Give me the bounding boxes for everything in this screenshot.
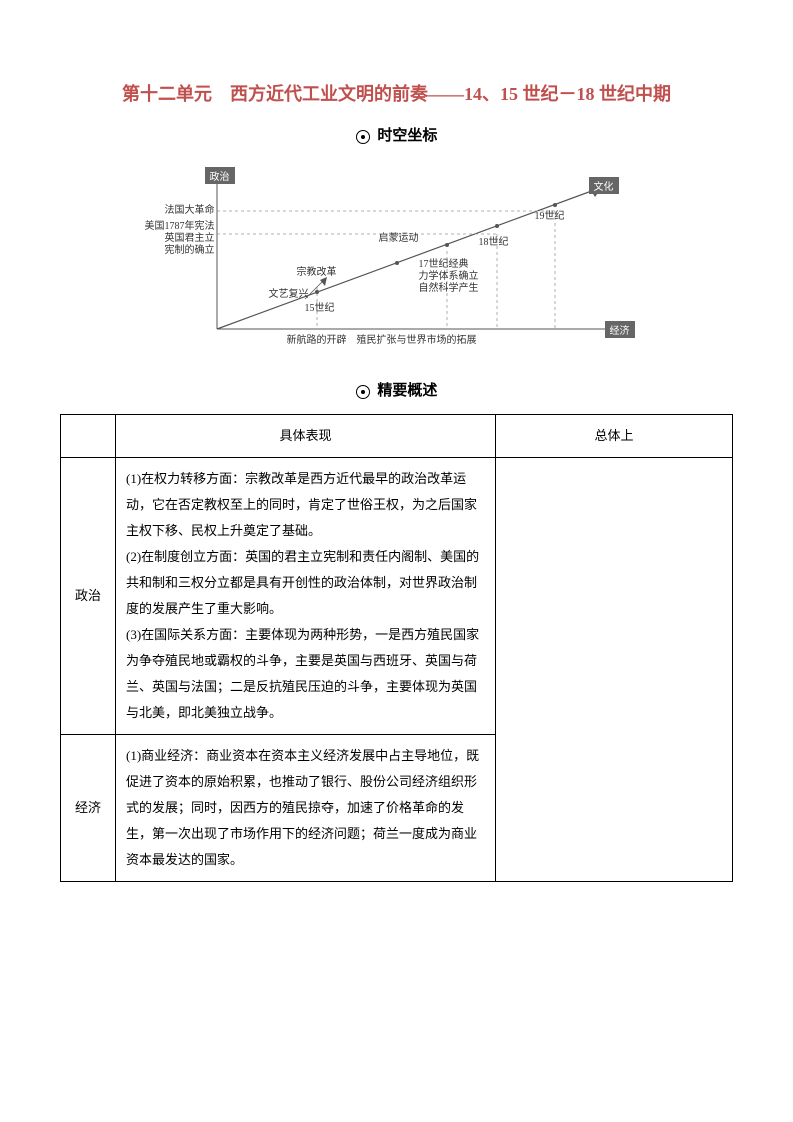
section-summary-label: 精要概述 xyxy=(377,383,437,399)
diagram-svg xyxy=(157,159,637,359)
summary-table: 具体表现 总体上 政治 (1)在权力转移方面：宗教改革是西方近代最早的政治改革运… xyxy=(60,414,733,882)
table-header-row: 具体表现 总体上 xyxy=(61,415,733,458)
cell-category-0: 政治 xyxy=(61,458,116,735)
table-row: 政治 (1)在权力转移方面：宗教改革是西方近代最早的政治改革运动，它在否定教权至… xyxy=(61,458,733,735)
section-summary-header: 精要概述 xyxy=(60,379,733,400)
diag-label-wenyi: 文艺复兴 xyxy=(269,289,309,301)
diag-label-qimeng: 启蒙运动 xyxy=(379,233,419,245)
section-timeline-label: 时空坐标 xyxy=(377,128,437,144)
diag-label-zongjiao: 宗教改革 xyxy=(297,267,337,279)
cell-category-1: 经济 xyxy=(61,735,116,882)
diag-label-18c: 18世纪 xyxy=(479,237,509,249)
diag-label-17c: 17世纪经典 力学体系确立 自然科学产生 xyxy=(419,259,479,295)
timeline-diagram: 政治 经济 文化 法国大革命 美国1787年宪法 英国君主立 宪制的确立 宗教改… xyxy=(60,159,733,359)
axis-x-label: 经济 xyxy=(605,321,635,338)
axis-y-label: 政治 xyxy=(205,167,235,184)
bullet-icon xyxy=(356,130,370,144)
diag-label-15c: 15世纪 xyxy=(305,303,335,315)
ytick-0: 法国大革命 xyxy=(155,205,215,217)
section-timeline-header: 时空坐标 xyxy=(60,124,733,145)
page-title: 第十二单元 西方近代工业文明的前奏——14、15 世纪－18 世纪中期 xyxy=(60,80,733,106)
diag-label-19c: 19世纪 xyxy=(535,211,565,223)
ytick-1: 美国1787年宪法 英国君主立 宪制的确立 xyxy=(145,221,215,257)
cell-detail-0: (1)在权力转移方面：宗教改革是西方近代最早的政治改革运动，它在否定教权至上的同… xyxy=(116,458,496,735)
th-detail: 具体表现 xyxy=(116,415,496,458)
th-overall: 总体上 xyxy=(496,415,733,458)
axis-diag-label: 文化 xyxy=(589,177,619,194)
th-empty xyxy=(61,415,116,458)
cell-detail-1: (1)商业经济：商业资本在资本主义经济发展中占主导地位，既促进了资本的原始积累，… xyxy=(116,735,496,882)
bullet-icon xyxy=(356,385,370,399)
x-bottom-labels: 新航路的开辟 殖民扩张与世界市场的拓展 xyxy=(287,335,477,347)
cell-overall xyxy=(496,458,733,882)
